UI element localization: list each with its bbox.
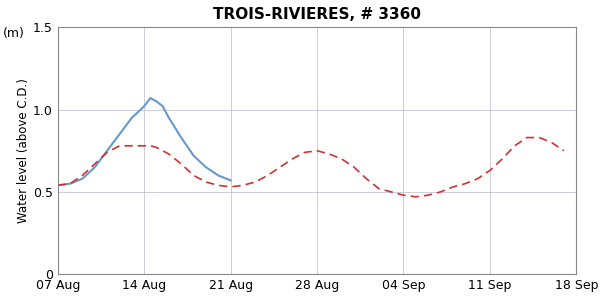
- Title: TROIS-RIVIERES, # 3360: TROIS-RIVIERES, # 3360: [213, 7, 421, 22]
- Text: (m): (m): [2, 27, 25, 40]
- Y-axis label: Water level (above C.D.): Water level (above C.D.): [17, 78, 30, 223]
